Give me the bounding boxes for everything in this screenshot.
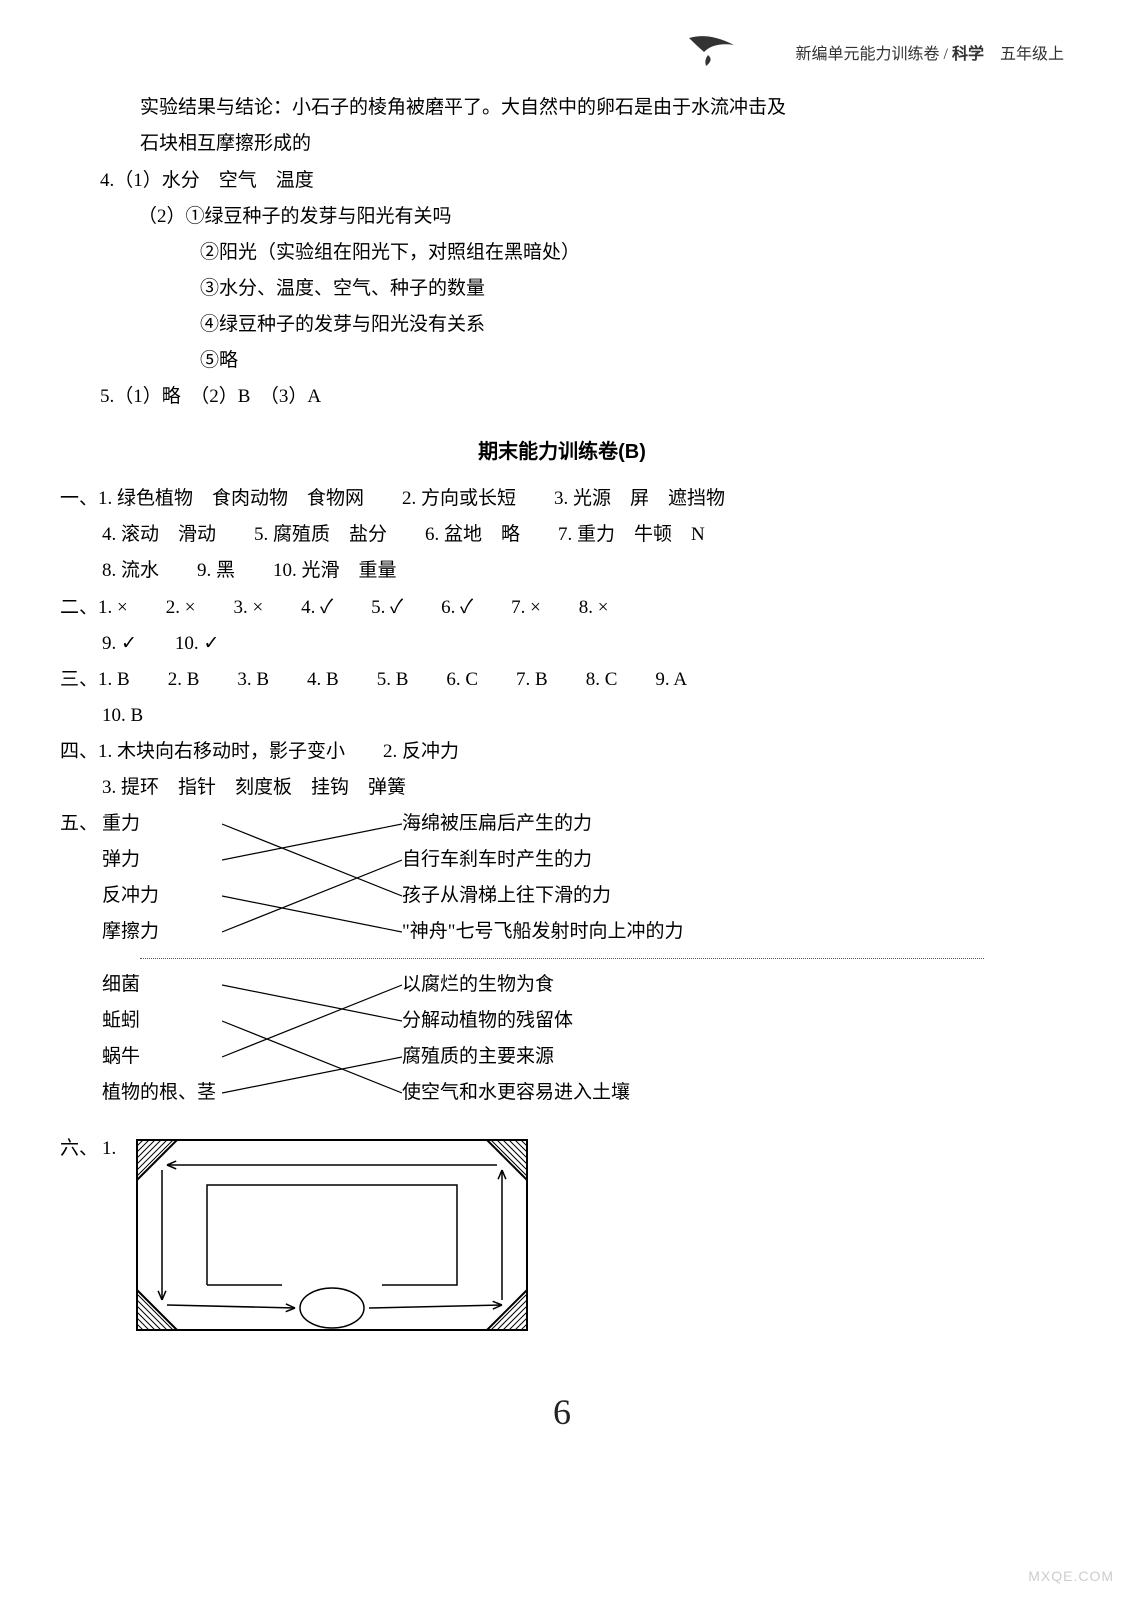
match-left-item: 反冲力: [102, 878, 222, 914]
watermark: MXQE.COM: [1028, 1563, 1114, 1590]
q4-1: 4.（1）水分 空气 温度: [100, 163, 1064, 199]
q5: 5.（1）略 （2）B （3）A: [100, 379, 1064, 415]
sec1-label: 一、: [60, 488, 98, 509]
periscope-diagram: [132, 1135, 532, 1335]
match-left-item: 弹力: [102, 842, 222, 878]
sec4: 四、1. 木块向右移动时，影子变小 2. 反冲力: [60, 734, 1064, 770]
match-left-item: 蜗牛: [102, 1039, 222, 1075]
match-right-item: 以腐烂的生物为食: [402, 967, 630, 1003]
sec3: 三、1. B 2. B 3. B 4. B 5. B 6. C 7. B 8. …: [60, 662, 1064, 698]
sec1-l3: 8. 流水 9. 黑 10. 光滑 重量: [102, 553, 1064, 589]
sec4-label: 四、: [60, 741, 98, 762]
handwritten-page: 6: [60, 1378, 1064, 1446]
sec1-l2: 4. 滚动 滑动 5. 腐殖质 盐分 6. 盆地 略 7. 重力 牛顿 N: [102, 517, 1064, 553]
q4-block: 4.（1）水分 空气 温度 （2）①绿豆种子的发芽与阳光有关吗 ②阳光（实验组在…: [100, 163, 1064, 416]
sec5: 五、 重力弹力反冲力摩擦力 海绵被压扁后产生的力自行车刹车时产生的力孩子从滑梯上往…: [60, 806, 1064, 950]
sec4-l2: 3. 提环 指针 刻度板 挂钩 弹簧: [102, 770, 1064, 806]
match-right-item: "神舟"七号飞船发射时向上冲的力: [402, 914, 684, 950]
match-lines: [222, 967, 402, 1111]
sec5-label: 五、: [60, 806, 102, 950]
match-group-1: 重力弹力反冲力摩擦力 海绵被压扁后产生的力自行车刹车时产生的力孩子从滑梯上往下滑的…: [102, 806, 1064, 950]
top-answer-block: 实验结果与结论：小石子的棱角被磨平了。大自然中的卵石是由于水流冲击及 石块相互摩…: [140, 90, 1064, 162]
sec4-l1: 1. 木块向右移动时，影子变小 2. 反冲力: [98, 741, 459, 762]
exp-result-1: 实验结果与结论：小石子的棱角被磨平了。大自然中的卵石是由于水流冲击及: [140, 90, 1064, 126]
sec2: 二、1. × 2. × 3. × 4. ✓ 5. ✓ 6. ✓ 7. × 8. …: [60, 590, 1064, 626]
sec3-l2: 10. B: [102, 698, 1064, 734]
diagram-wrap: [132, 1135, 532, 1348]
sec6-prefix: 1.: [102, 1131, 132, 1348]
exp-result-2: 石块相互摩擦形成的: [140, 126, 1064, 162]
sec2-l2: 9. ✓ 10. ✓: [102, 626, 1064, 662]
divider: [140, 958, 984, 959]
header-subject: 科学: [952, 46, 984, 63]
match-lines: [222, 806, 402, 950]
section-b-title: 期末能力训练卷(B): [60, 433, 1064, 471]
match-right-item: 分解动植物的残留体: [402, 1003, 630, 1039]
match-right-item: 腐殖质的主要来源: [402, 1039, 630, 1075]
sec6-label: 六、: [60, 1131, 102, 1348]
q4-2-1: （2）①绿豆种子的发芽与阳光有关吗: [138, 199, 1064, 235]
sec1: 一、1. 绿色植物 食肉动物 食物网 2. 方向或长短 3. 光源 屏 遮挡物: [60, 481, 1064, 517]
sec5b: 细菌蚯蚓蜗牛植物的根、茎 以腐烂的生物为食分解动植物的残留体腐殖质的主要来源使空气…: [60, 967, 1064, 1111]
q4-2-3: ③水分、温度、空气、种子的数量: [200, 271, 1064, 307]
match-left-item: 摩擦力: [102, 914, 222, 950]
match-left-item: 重力: [102, 806, 222, 842]
match-left-item: 细菌: [102, 967, 222, 1003]
sec3-label: 三、: [60, 669, 98, 690]
sec3-l1: 1. B 2. B 3. B 4. B 5. B 6. C 7. B 8. C …: [98, 669, 687, 690]
sec2-label: 二、: [60, 597, 98, 618]
match-right-item: 使空气和水更容易进入土壤: [402, 1075, 630, 1111]
match-left-item: 植物的根、茎: [102, 1075, 222, 1111]
match-left-item: 蚯蚓: [102, 1003, 222, 1039]
q4-2-4: ④绿豆种子的发芽与阳光没有关系: [200, 307, 1064, 343]
header-prefix: 新编单元能力训练卷 /: [796, 46, 952, 63]
sec2-l1: 1. × 2. × 3. × 4. ✓ 5. ✓ 6. ✓ 7. × 8. ×: [98, 597, 609, 618]
match-right-item: 自行车刹车时产生的力: [402, 842, 684, 878]
sec1-l1: 1. 绿色植物 食肉动物 食物网 2. 方向或长短 3. 光源 屏 遮挡物: [98, 488, 725, 509]
match-group-2: 细菌蚯蚓蜗牛植物的根、茎 以腐烂的生物为食分解动植物的残留体腐殖质的主要来源使空气…: [102, 967, 1064, 1111]
page-header: 新编单元能力训练卷 / 科学 五年级上: [60, 40, 1064, 70]
q4-2-2: ②阳光（实验组在阳光下，对照组在黑暗处）: [200, 235, 1064, 271]
header-suffix: 五年级上: [984, 46, 1064, 63]
q4-2-5: ⑤略: [200, 343, 1064, 379]
match-right-item: 海绵被压扁后产生的力: [402, 806, 684, 842]
match-right-item: 孩子从滑梯上往下滑的力: [402, 878, 684, 914]
sec6: 六、 1.: [60, 1131, 1064, 1348]
bird-icon: [684, 30, 744, 83]
